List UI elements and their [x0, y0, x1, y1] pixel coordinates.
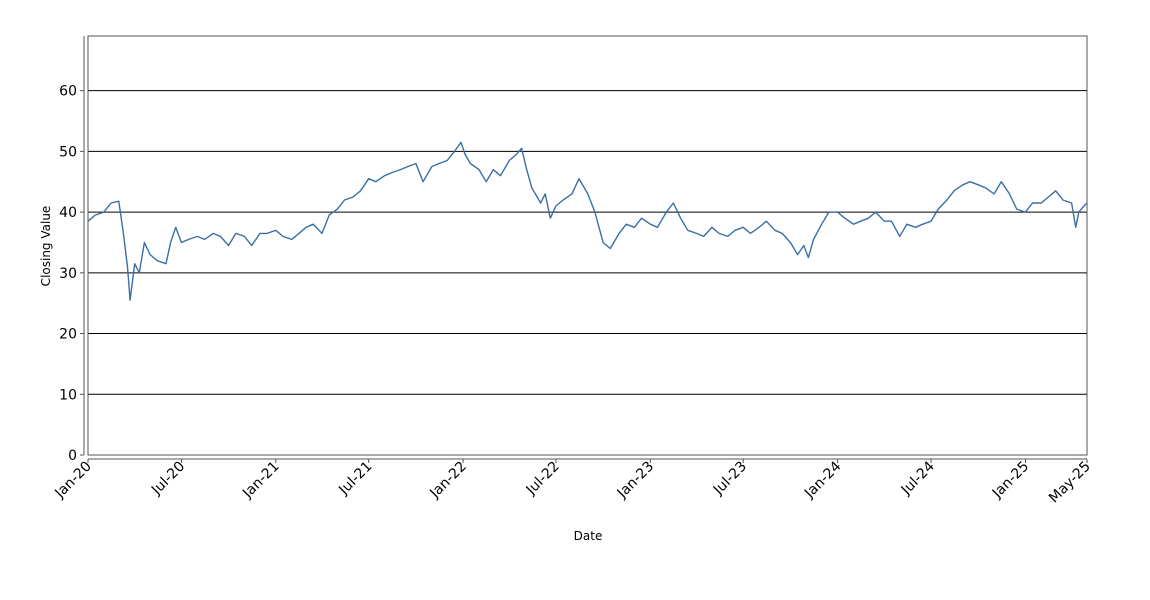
x-tick-label: Jul-22	[523, 459, 563, 499]
x-tick-label: May-25	[1046, 459, 1094, 507]
y-tick-label: 20	[59, 327, 77, 343]
x-axis-label: Date	[574, 529, 603, 543]
y-axis-label: Closing Value	[39, 206, 53, 287]
x-tick-label: Jan-25	[989, 459, 1032, 502]
plot-area-frame	[87, 35, 1088, 456]
x-tick-label: Jan-21	[239, 459, 282, 502]
series-line-0	[87, 141, 1088, 301]
y-tick-labels: 0 10 20 30 40 50 60	[59, 84, 84, 464]
x-tick-label: Jul-21	[335, 459, 375, 499]
series-lines	[87, 141, 1088, 301]
x-tick-labels: Jan-20 Jul-20 Jan-21 Jul-21 Jan-22 Jul-22 Jan-…	[51, 458, 1093, 506]
x-tick-label: Jan-23	[614, 459, 657, 502]
y-tick-label: 30	[59, 266, 77, 282]
y-tick-label: 50	[59, 144, 77, 160]
x-tick-label: Jan-22	[426, 459, 469, 502]
x-tick-label: Jul-20	[148, 459, 188, 499]
x-tick-label: Jul-23	[710, 459, 750, 499]
x-tick-label: Jul-24	[898, 458, 938, 498]
y-tick-label: 40	[59, 205, 77, 221]
y-tick-label: 10	[59, 387, 77, 403]
y-tick-label: 60	[59, 84, 77, 100]
x-tick-label: Jan-24	[801, 458, 845, 502]
x-tick-label: Jan-20	[51, 459, 94, 502]
gridlines	[88, 90, 1087, 395]
y-tick-label: 0	[68, 448, 77, 464]
